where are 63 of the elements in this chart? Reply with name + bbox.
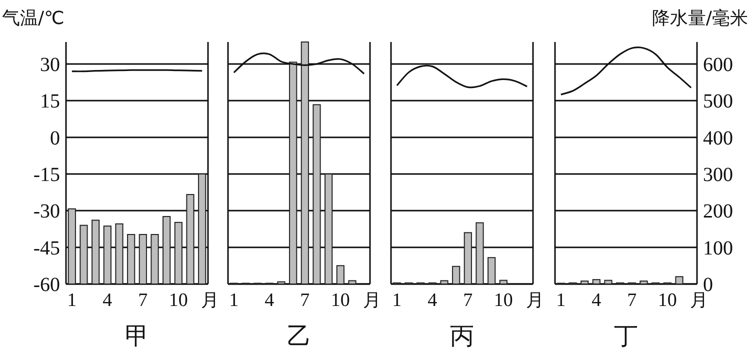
y2-tick-label: 600 xyxy=(703,54,733,76)
bar xyxy=(115,223,124,284)
x-tick-label: 1 xyxy=(67,290,77,311)
x-tick-label: 7 xyxy=(300,290,310,311)
y-tick-label: 30 xyxy=(40,54,60,76)
bar xyxy=(68,208,76,284)
x-tick-label: 10 xyxy=(494,290,513,311)
y-tick-label: -30 xyxy=(33,200,60,223)
x-axis-title: 月 xyxy=(363,290,381,311)
y-tick-label: -60 xyxy=(33,274,60,296)
bar xyxy=(440,280,448,284)
x-tick-label: 7 xyxy=(138,290,148,311)
y-tick-label: 15 xyxy=(40,90,60,113)
bar xyxy=(348,280,356,284)
bar xyxy=(488,257,496,284)
x-tick-label: 10 xyxy=(330,290,350,311)
x-axis-title: 月 xyxy=(526,290,544,311)
text: 丁 xyxy=(614,322,638,350)
y2-tick-label: 200 xyxy=(703,200,733,223)
text: 乙 xyxy=(287,322,311,350)
x-tick-label: 10 xyxy=(168,290,188,311)
bar xyxy=(499,280,508,284)
bar xyxy=(289,62,298,284)
bar xyxy=(452,266,460,284)
bar xyxy=(464,232,472,284)
bar xyxy=(80,224,88,284)
x-tick-label: 7 xyxy=(463,290,473,311)
x-axis-title: 月 xyxy=(201,290,219,311)
bar xyxy=(324,174,333,284)
y-axis-title: 气温/℃ xyxy=(2,8,64,29)
x-tick-label: 7 xyxy=(627,290,637,311)
bar xyxy=(336,265,344,284)
bar xyxy=(186,194,194,284)
y2-tick-label: 500 xyxy=(703,90,733,113)
x-tick-label: 4 xyxy=(592,290,602,311)
bar xyxy=(277,281,286,284)
bar xyxy=(150,234,159,284)
bar xyxy=(127,234,136,284)
text: 甲 xyxy=(125,322,149,350)
bar xyxy=(162,216,171,284)
bar xyxy=(300,42,309,284)
x-tick-label: 1 xyxy=(392,290,402,311)
x-tick-label: 1 xyxy=(556,290,566,311)
y-tick-label: 0 xyxy=(50,127,60,150)
x-tick-label: 4 xyxy=(428,290,438,311)
y-tick-label: -45 xyxy=(33,237,60,260)
x-tick-label: 4 xyxy=(102,290,113,311)
y-tick-label: -15 xyxy=(33,164,60,186)
x-tick-label: 10 xyxy=(658,290,677,311)
y2-axis-title: 降水量/毫米 xyxy=(652,8,748,29)
bar xyxy=(138,234,147,284)
x-tick-label: 4 xyxy=(264,290,275,311)
y2-tick-label: 100 xyxy=(703,237,733,260)
bar xyxy=(174,222,182,284)
y2-tick-label: 400 xyxy=(703,127,733,150)
bar xyxy=(103,226,112,284)
bar xyxy=(198,174,206,284)
bar xyxy=(92,220,100,284)
x-tick-label: 1 xyxy=(229,290,239,311)
bar xyxy=(476,222,484,284)
text: 丙 xyxy=(450,322,474,350)
bar xyxy=(312,104,321,284)
y2-tick-label: 300 xyxy=(703,164,733,186)
